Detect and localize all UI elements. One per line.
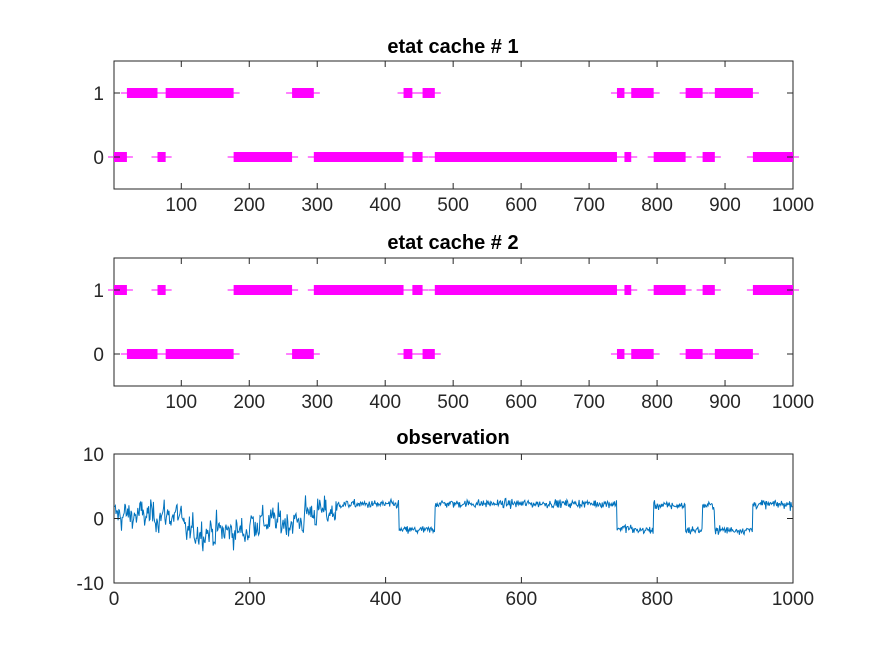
x-tick-label: 300 bbox=[301, 392, 333, 413]
state-segment bbox=[233, 285, 293, 295]
panel-1-marks bbox=[108, 88, 799, 162]
x-tick-label: 600 bbox=[506, 589, 538, 610]
panel-2-ticks: 100 200 300 400 500 600 700 800 900 1000 0 1 bbox=[93, 258, 814, 413]
panel-3-axes bbox=[113, 453, 794, 584]
state-segment bbox=[126, 349, 158, 359]
y-tick-label: 1 bbox=[93, 84, 104, 105]
x-tick-label: 500 bbox=[437, 392, 469, 413]
x-tick-label: 200 bbox=[234, 589, 266, 610]
y-tick-label: 10 bbox=[83, 445, 104, 466]
x-tick-label: 900 bbox=[709, 392, 741, 413]
x-tick-label: 400 bbox=[369, 195, 401, 216]
state-segment bbox=[422, 88, 435, 98]
x-tick-label: 1000 bbox=[772, 392, 814, 413]
panel-3-line-group bbox=[114, 495, 793, 552]
x-tick-label: 600 bbox=[505, 392, 537, 413]
state-segment bbox=[114, 152, 127, 162]
panel-etat-cache-2: etat cache # 2 100 200 300 400 500 600 700 800 9… bbox=[93, 232, 814, 413]
state-segment bbox=[157, 285, 166, 295]
x-tick-label: 200 bbox=[233, 392, 265, 413]
state-segment bbox=[434, 152, 617, 162]
state-segment bbox=[313, 285, 404, 295]
x-tick-label: 800 bbox=[641, 589, 673, 610]
panel-etat-cache-1: etat cache # 1 100 200 300 400 500 600 700 800 9… bbox=[93, 36, 814, 216]
x-tick-label: 600 bbox=[505, 195, 537, 216]
x-tick-label: 700 bbox=[573, 195, 605, 216]
x-tick-label: 100 bbox=[165, 392, 197, 413]
y-tick-label: 0 bbox=[93, 148, 104, 169]
x-tick-label: 0 bbox=[109, 589, 120, 610]
panel-2-axes bbox=[113, 257, 794, 387]
panel-2-marks bbox=[108, 285, 799, 359]
x-tick-label: 800 bbox=[641, 195, 673, 216]
y-tick-label: -10 bbox=[77, 574, 104, 595]
state-segment bbox=[126, 88, 158, 98]
state-segment bbox=[624, 285, 632, 295]
state-segment bbox=[624, 152, 632, 162]
state-segment bbox=[752, 152, 793, 162]
state-segment bbox=[702, 285, 715, 295]
observation-line bbox=[114, 495, 793, 552]
state-segment bbox=[157, 152, 166, 162]
panel-3-title: observation bbox=[396, 427, 509, 449]
state-segment bbox=[412, 285, 423, 295]
state-segment bbox=[292, 88, 314, 98]
state-segment bbox=[685, 349, 703, 359]
x-tick-label: 700 bbox=[573, 392, 605, 413]
x-tick-label: 800 bbox=[641, 392, 673, 413]
state-segment bbox=[616, 349, 625, 359]
state-segment bbox=[714, 88, 753, 98]
state-segment bbox=[714, 349, 753, 359]
panel-1-ticks: 100 200 300 400 500 600 700 800 900 1000 0 1 bbox=[93, 61, 814, 216]
state-segment bbox=[114, 285, 127, 295]
state-segment bbox=[434, 285, 617, 295]
x-tick-label: 400 bbox=[370, 589, 402, 610]
x-tick-label: 900 bbox=[709, 195, 741, 216]
state-segment bbox=[313, 152, 404, 162]
state-segment bbox=[403, 349, 413, 359]
state-segment bbox=[653, 285, 686, 295]
x-tick-label: 500 bbox=[437, 195, 469, 216]
y-tick-label: 0 bbox=[93, 345, 104, 366]
state-segment bbox=[165, 349, 234, 359]
state-segment bbox=[631, 88, 654, 98]
x-tick-label: 200 bbox=[233, 195, 265, 216]
x-tick-label: 1000 bbox=[772, 195, 814, 216]
state-segment bbox=[752, 285, 793, 295]
y-tick-label: 0 bbox=[93, 510, 104, 531]
state-segment bbox=[702, 152, 715, 162]
state-segment bbox=[165, 88, 234, 98]
state-segment bbox=[616, 88, 625, 98]
panel-1-axes bbox=[113, 60, 794, 190]
panel-1-title: etat cache # 1 bbox=[387, 36, 518, 58]
state-segment bbox=[403, 88, 413, 98]
y-tick-label: 1 bbox=[93, 281, 104, 302]
state-segment bbox=[685, 88, 703, 98]
state-segment bbox=[631, 349, 654, 359]
state-segment bbox=[412, 152, 423, 162]
state-segment bbox=[422, 349, 435, 359]
state-segment bbox=[653, 152, 686, 162]
x-tick-label: 400 bbox=[369, 392, 401, 413]
state-segment bbox=[233, 152, 293, 162]
x-tick-label: 300 bbox=[301, 195, 333, 216]
panel-2-title: etat cache # 2 bbox=[387, 232, 518, 254]
state-segment bbox=[292, 349, 314, 359]
x-tick-label: 1000 bbox=[772, 589, 814, 610]
x-tick-label: 100 bbox=[165, 195, 197, 216]
